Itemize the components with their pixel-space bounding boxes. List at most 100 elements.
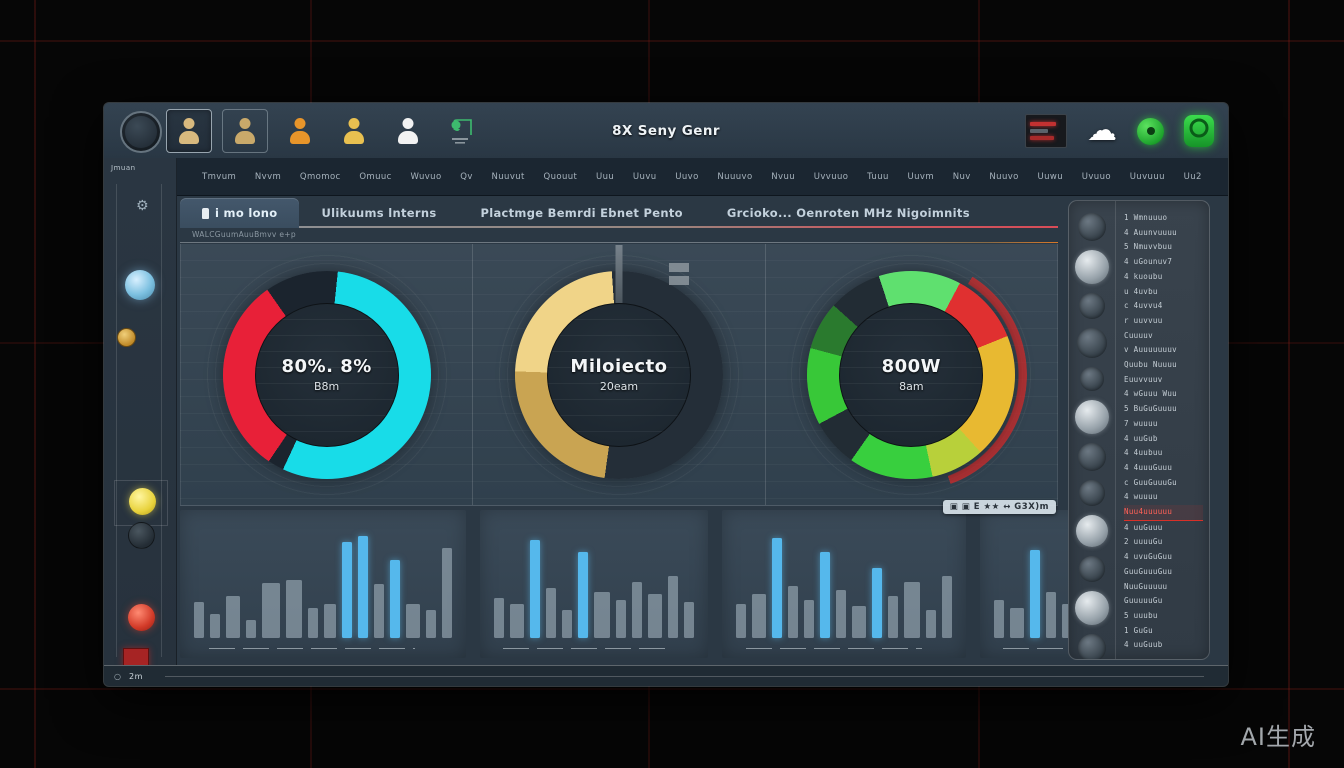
menu-item-6[interactable]: Qv: [460, 171, 473, 182]
knob-12[interactable]: [1078, 634, 1106, 659]
list-item[interactable]: 4 uuGub: [1124, 433, 1158, 443]
bar: [262, 583, 280, 638]
avatar-tan[interactable]: [222, 109, 268, 153]
list-item[interactable]: NuuGuuuuu: [1124, 581, 1168, 591]
menu-item-4[interactable]: Omuuc: [359, 171, 392, 182]
power-green-button[interactable]: [1184, 115, 1214, 147]
status-green-button[interactable]: [1137, 117, 1164, 145]
list-item[interactable]: 4 kuoubu: [1124, 271, 1163, 281]
list-item[interactable]: 2 uuuuGu: [1124, 537, 1163, 547]
tab-1[interactable]: i mo lono: [180, 198, 300, 228]
list-item[interactable]: 1 Wmnuuuo: [1124, 213, 1168, 222]
gauge-right: 800W 8am: [787, 250, 1036, 499]
tab-label: i mo lono: [215, 206, 278, 220]
menu-item-13[interactable]: Nvuu: [771, 171, 796, 182]
gauge-middle-subvalue: 20eam: [599, 380, 639, 393]
knob-3[interactable]: [1079, 293, 1105, 319]
list-item[interactable]: 1 GuGu: [1124, 625, 1153, 635]
list-item[interactable]: 5 Nmuvvbuu: [1124, 242, 1173, 252]
knob-4[interactable]: [1077, 328, 1107, 358]
list-item[interactable]: 4 uvuGuGuu: [1124, 552, 1173, 562]
list-item[interactable]: 4 wGuuu Wuu: [1124, 389, 1177, 399]
list-item[interactable]: Quubu Nuuuu: [1124, 360, 1177, 370]
gauge-right-value: 800W: [881, 356, 942, 377]
avatar-lamp-green[interactable]: [440, 110, 484, 152]
blue-orb-button[interactable]: [125, 270, 155, 300]
menu-item-2[interactable]: Nvvm: [254, 171, 282, 182]
menu-item-20[interactable]: Uvuuo: [1081, 171, 1111, 182]
list-item[interactable]: 4 uGounuv7: [1124, 257, 1173, 267]
list-item[interactable]: 4 uuGuub: [1124, 640, 1163, 650]
avatar-gold[interactable]: [332, 110, 376, 152]
bar: [736, 604, 746, 638]
knob-5[interactable]: [1080, 367, 1104, 391]
list-item[interactable]: c GuuGuuuGu: [1124, 477, 1177, 487]
menu-item-19[interactable]: Uuwu: [1037, 171, 1064, 182]
list-item[interactable]: v Auuuuuuuv: [1124, 345, 1177, 355]
bar: [1062, 604, 1072, 638]
menu-item-5[interactable]: Wuvuo: [410, 171, 442, 182]
red-orb-button[interactable]: [128, 604, 155, 631]
avatar-tan-selected-icon: [178, 118, 200, 144]
menu-item-10[interactable]: Uuvu: [632, 171, 657, 182]
knob-1[interactable]: [1078, 213, 1106, 241]
menu-item-12[interactable]: Nuuuvo: [717, 171, 753, 182]
avatar-tan-selected[interactable]: [166, 109, 212, 153]
avatar-orange[interactable]: [278, 110, 322, 152]
tab-flask-icon: [202, 207, 209, 219]
knob-9[interactable]: [1076, 515, 1108, 547]
right-list-panel: 1 Wmnuuuo 4 Auunvuuuu 5 Nmuvvbuu 4 uGounuv7…: [1068, 200, 1210, 660]
list-item[interactable]: GuuGuuuGuu: [1124, 566, 1173, 576]
list-item[interactable]: Cuuuuv: [1124, 330, 1153, 340]
charts-badge[interactable]: ▣ ▣ E ★★ ↔ G3X)m: [942, 500, 1056, 514]
list-item[interactable]: 4 uuGuuu: [1124, 522, 1163, 532]
menu-item-9[interactable]: Uuu: [596, 171, 615, 182]
list-item[interactable]: 4 Auunvuuuu: [1124, 227, 1177, 237]
gear-icon[interactable]: ⚙: [136, 198, 149, 214]
menu-item-21[interactable]: Uuvuuu: [1129, 171, 1165, 182]
list-item[interactable]: Euuvvuuv: [1124, 374, 1163, 384]
menu-item-14[interactable]: Uvvuuo: [813, 171, 849, 182]
menu-item-11[interactable]: Uuvo: [675, 171, 699, 182]
gold-badge-icon[interactable]: [117, 328, 136, 347]
tab-3[interactable]: Plactmge Bemrdi Ebnet Pento: [458, 198, 704, 228]
menu-item-7[interactable]: Nuuvut: [491, 171, 525, 182]
cloud-icon: ☁: [1087, 113, 1117, 148]
list-item[interactable]: u 4uvbu: [1124, 286, 1158, 296]
menu-item-22[interactable]: Uu2: [1183, 171, 1202, 182]
tab-4[interactable]: Grcioko... Oenroten MHz Nigoimnits: [705, 198, 992, 228]
menu-item-15[interactable]: Tuuu: [867, 171, 889, 182]
list-item[interactable]: 5 uuubu: [1124, 610, 1158, 620]
avatar-white[interactable]: [386, 110, 430, 152]
knob-6[interactable]: [1075, 400, 1109, 434]
menu-item-16[interactable]: Uuvm: [907, 171, 935, 182]
list-item[interactable]: 4 wuuuu: [1124, 492, 1158, 502]
menu-item-1[interactable]: Tmvum: [202, 171, 237, 182]
list-item[interactable]: 4 4uubuu: [1124, 448, 1163, 458]
section-caption: WALCGuumAuuBmvv e+p: [180, 230, 1058, 243]
knob-11[interactable]: [1075, 591, 1109, 625]
bar: [1046, 592, 1056, 638]
bar: [942, 576, 952, 638]
list-item[interactable]: 4 4uuuGuuu: [1124, 462, 1173, 472]
menu-item-18[interactable]: Nuuvo: [989, 171, 1019, 182]
list-item[interactable]: 5 BuGuGuuuu: [1124, 404, 1177, 414]
knob-7[interactable]: [1078, 443, 1106, 471]
list-item-highlighted[interactable]: Nuu4uuuuuu: [1124, 505, 1203, 521]
yellow-orb-button[interactable]: [129, 488, 156, 515]
gauge-middle-center: Miloiecto 20eam: [546, 302, 691, 447]
menu-item-8[interactable]: Quouut: [543, 171, 578, 182]
knob-10[interactable]: [1079, 556, 1105, 582]
bar: [510, 604, 524, 638]
bar: [530, 540, 540, 638]
menu-item-17[interactable]: Nuv: [952, 171, 971, 182]
tab-2[interactable]: Ulikuums lnterns: [299, 198, 458, 228]
menu-item-3[interactable]: Qmomoc: [299, 171, 341, 182]
list-item[interactable]: 7 wuuuu: [1124, 418, 1158, 428]
dark-knob-button[interactable]: [128, 522, 155, 549]
list-item[interactable]: r uuvvuu: [1124, 315, 1163, 325]
list-item[interactable]: GuuuuuGu: [1124, 596, 1163, 606]
knob-8[interactable]: [1079, 480, 1105, 506]
list-item[interactable]: c 4uvvu4: [1124, 301, 1163, 311]
knob-2[interactable]: [1075, 250, 1109, 284]
